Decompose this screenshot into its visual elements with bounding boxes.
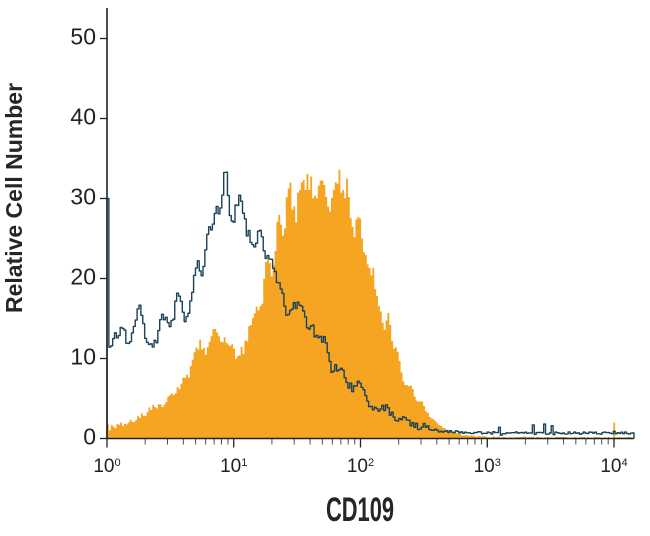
svg-text:50: 50 xyxy=(70,24,96,50)
svg-text:40: 40 xyxy=(70,104,96,130)
svg-text:102: 102 xyxy=(347,456,374,477)
svg-text:0: 0 xyxy=(83,424,96,450)
svg-text:104: 104 xyxy=(600,456,627,477)
svg-text:101: 101 xyxy=(220,456,247,477)
svg-text:CD109: CD109 xyxy=(326,491,394,529)
svg-text:100: 100 xyxy=(93,456,120,477)
svg-text:103: 103 xyxy=(474,456,501,477)
svg-text:10: 10 xyxy=(70,344,96,370)
svg-text:20: 20 xyxy=(70,264,96,290)
svg-text:Relative Cell Number: Relative Cell Number xyxy=(1,83,27,313)
svg-text:30: 30 xyxy=(70,184,96,210)
